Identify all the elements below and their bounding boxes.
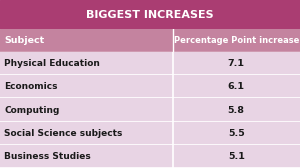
- Text: 6.1: 6.1: [228, 82, 245, 91]
- Text: Economics: Economics: [4, 82, 58, 91]
- Text: BIGGEST INCREASES: BIGGEST INCREASES: [86, 10, 214, 20]
- Text: Percentage Point increase: Percentage Point increase: [174, 36, 299, 45]
- Text: Social Science subjects: Social Science subjects: [4, 129, 123, 138]
- Text: 5.5: 5.5: [228, 129, 244, 138]
- Text: Physical Education: Physical Education: [4, 59, 100, 68]
- Text: 7.1: 7.1: [228, 59, 245, 68]
- Text: 5.8: 5.8: [228, 106, 245, 115]
- Text: Computing: Computing: [4, 106, 60, 115]
- Text: 5.1: 5.1: [228, 152, 245, 161]
- Text: Business Studies: Business Studies: [4, 152, 91, 161]
- Text: Subject: Subject: [4, 36, 45, 45]
